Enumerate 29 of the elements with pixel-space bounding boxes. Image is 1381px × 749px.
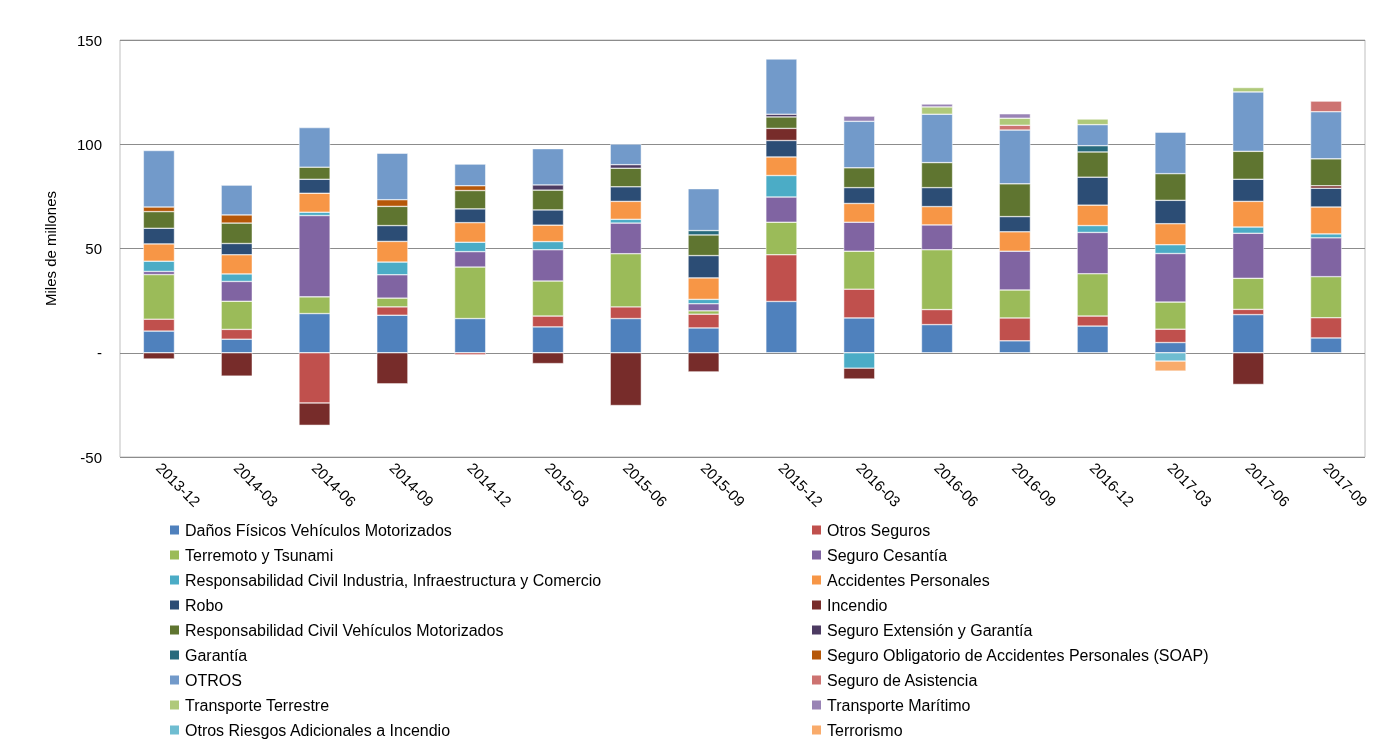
legend-label: Transporte Marítimo [827, 696, 971, 714]
y-tick-label: 50 [85, 240, 102, 257]
y-axis-title: Miles de millones [42, 190, 59, 307]
legend-label: Otros Seguros [827, 521, 931, 539]
legend-label: Garantía [185, 646, 248, 664]
legend-label: Seguro Obligatorio de Accidentes Personales (SOAP) [827, 646, 1209, 664]
legend-label: Robo [185, 596, 224, 614]
y-tick-label: -50 [80, 448, 102, 466]
legend-label: Terremoto y Tsunami [185, 546, 334, 564]
legend-label: Responsabilidad Civil Industria, Infraestructura y Comercio [185, 571, 602, 589]
bar [688, 303, 720, 311]
legend-label: Terrorismo [827, 721, 903, 739]
legend-label: Responsabilidad Civil Vehículos Motorizados [185, 621, 504, 639]
legend-label: Daños Físicos Vehículos Motorizados [185, 521, 452, 539]
legend-label: Transporte Terrestre [185, 696, 330, 714]
y-tick-label: 100 [76, 135, 102, 153]
y-tick-label: 150 [76, 31, 102, 49]
legend-label: Seguro de Asistencia [827, 671, 978, 689]
bar [143, 150, 175, 208]
legend-label: Otros Riesgos Adicionales a Incendio [185, 721, 451, 739]
legend-label: Accidentes Personales [827, 571, 990, 589]
legend-label: Incendio [827, 596, 888, 614]
bar [688, 188, 720, 231]
bar [610, 144, 642, 165]
legend-label: Seguro Cesantía [827, 546, 948, 564]
y-tick-label: - [97, 344, 102, 362]
legend-label: Seguro Extensión y Garantía [827, 621, 1033, 639]
legend-label: OTROS [185, 671, 242, 689]
bar [765, 58, 797, 115]
